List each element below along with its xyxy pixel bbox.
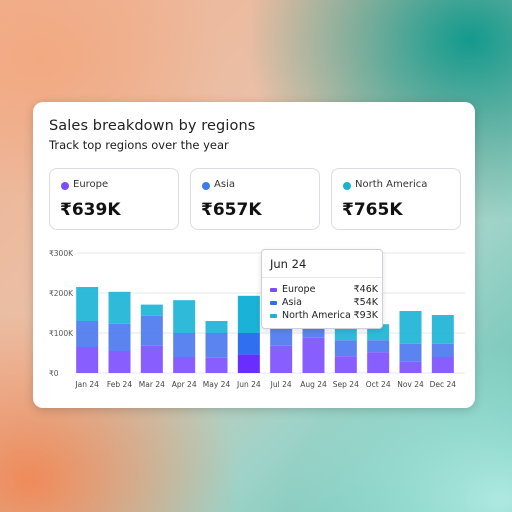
tooltip-series-value: ₹54K xyxy=(353,297,378,308)
bar-segment-north-america xyxy=(237,295,260,333)
bar-segment-asia xyxy=(399,343,422,362)
stat-label: Europe xyxy=(73,179,109,190)
bar-segment-europe xyxy=(302,337,325,373)
tooltip-series-name: Europe xyxy=(282,284,316,295)
stat-value: ₹657K xyxy=(201,200,262,220)
bar-segment-europe xyxy=(399,361,422,373)
x-tick-label: Apr 24 xyxy=(172,380,197,389)
stat-label: Asia xyxy=(214,179,235,190)
x-tick-label: Mar 24 xyxy=(139,380,165,389)
stat-value: ₹765K xyxy=(342,200,403,220)
bar-segment-asia xyxy=(108,323,131,351)
x-tick-label: Nov 24 xyxy=(397,380,424,389)
north-america-dot-icon xyxy=(343,182,351,190)
chart-tooltip: Jun 24 Europe ₹46K Asia ₹54K North Ameri… xyxy=(261,249,383,329)
x-tick-label: Aug 24 xyxy=(300,380,327,389)
bar-segment-north-america xyxy=(173,300,196,333)
asia-dot-icon xyxy=(202,182,210,190)
tooltip-series-value: ₹46K xyxy=(353,284,378,295)
bar-segment-asia xyxy=(431,343,454,357)
bar-segment-europe xyxy=(237,354,260,373)
bar-segment-europe xyxy=(334,356,357,373)
bar-segment-north-america xyxy=(431,315,454,344)
stat-value: ₹639K xyxy=(60,200,121,220)
bar-segment-europe xyxy=(76,347,99,373)
tooltip-row-north-america: North America ₹93K xyxy=(270,310,378,323)
y-tick-label: ₹200K xyxy=(49,289,74,298)
tooltip-series-value: ₹93K xyxy=(353,310,378,321)
bar-segment-europe xyxy=(431,357,454,373)
stat-card-north-america[interactable]: North America ₹765K xyxy=(331,168,461,230)
stat-label: North America xyxy=(355,179,428,190)
north-america-swatch-icon xyxy=(270,314,277,318)
bar-segment-asia xyxy=(205,333,228,358)
card-subtitle: Track top regions over the year xyxy=(49,138,229,152)
stat-card-asia[interactable]: Asia ₹657K xyxy=(190,168,320,230)
bar-segment-north-america xyxy=(140,304,163,316)
x-tick-label: May 24 xyxy=(203,380,231,389)
bar-segment-north-america xyxy=(108,291,131,324)
x-tick-label: Feb 24 xyxy=(107,380,132,389)
bar-segment-europe xyxy=(205,357,228,373)
x-tick-label: Jul 24 xyxy=(270,380,292,389)
bar-segment-asia xyxy=(76,321,99,347)
x-tick-label: Dec 24 xyxy=(430,380,457,389)
tooltip-row-asia: Asia ₹54K xyxy=(270,297,378,310)
europe-dot-icon xyxy=(61,182,69,190)
europe-swatch-icon xyxy=(270,288,277,292)
bar-segment-asia xyxy=(140,315,163,346)
y-tick-label: ₹300K xyxy=(49,249,74,258)
bar-segment-north-america xyxy=(76,287,99,321)
bar-segment-europe xyxy=(108,351,131,373)
tooltip-divider xyxy=(262,277,382,278)
bar-segment-europe xyxy=(367,352,390,373)
bar-segment-north-america xyxy=(399,311,422,344)
asia-swatch-icon xyxy=(270,301,277,305)
x-tick-label: Jan 24 xyxy=(74,380,99,389)
bar-segment-north-america xyxy=(205,321,228,333)
bar-segment-asia xyxy=(367,340,390,353)
x-tick-label: Jun 24 xyxy=(236,380,261,389)
bar-segment-asia xyxy=(173,333,196,357)
tooltip-series-name: Asia xyxy=(282,297,302,308)
x-tick-label: Sep 24 xyxy=(333,380,359,389)
x-tick-label: Oct 24 xyxy=(366,380,391,389)
bar-segment-europe xyxy=(140,345,163,373)
bar-segment-europe xyxy=(270,345,293,373)
stat-card-europe[interactable]: Europe ₹639K xyxy=(49,168,179,230)
bar-segment-asia xyxy=(237,333,260,355)
tooltip-title: Jun 24 xyxy=(270,257,307,271)
y-tick-label: ₹0 xyxy=(49,369,59,378)
sales-card: Sales breakdown by regions Track top reg… xyxy=(33,102,475,408)
bar-segment-asia xyxy=(302,327,325,338)
bar-segment-europe xyxy=(173,357,196,373)
tooltip-row-europe: Europe ₹46K xyxy=(270,284,378,297)
card-title: Sales breakdown by regions xyxy=(49,118,256,134)
tooltip-series-name: North America xyxy=(282,310,351,321)
bar-segment-asia xyxy=(334,340,357,357)
y-tick-label: ₹100K xyxy=(49,329,74,338)
stacked-bar-chart[interactable]: ₹0 ₹100K ₹200K ₹300K Jan 24 Feb 24 Mar 24 Apr 2… xyxy=(33,102,475,408)
